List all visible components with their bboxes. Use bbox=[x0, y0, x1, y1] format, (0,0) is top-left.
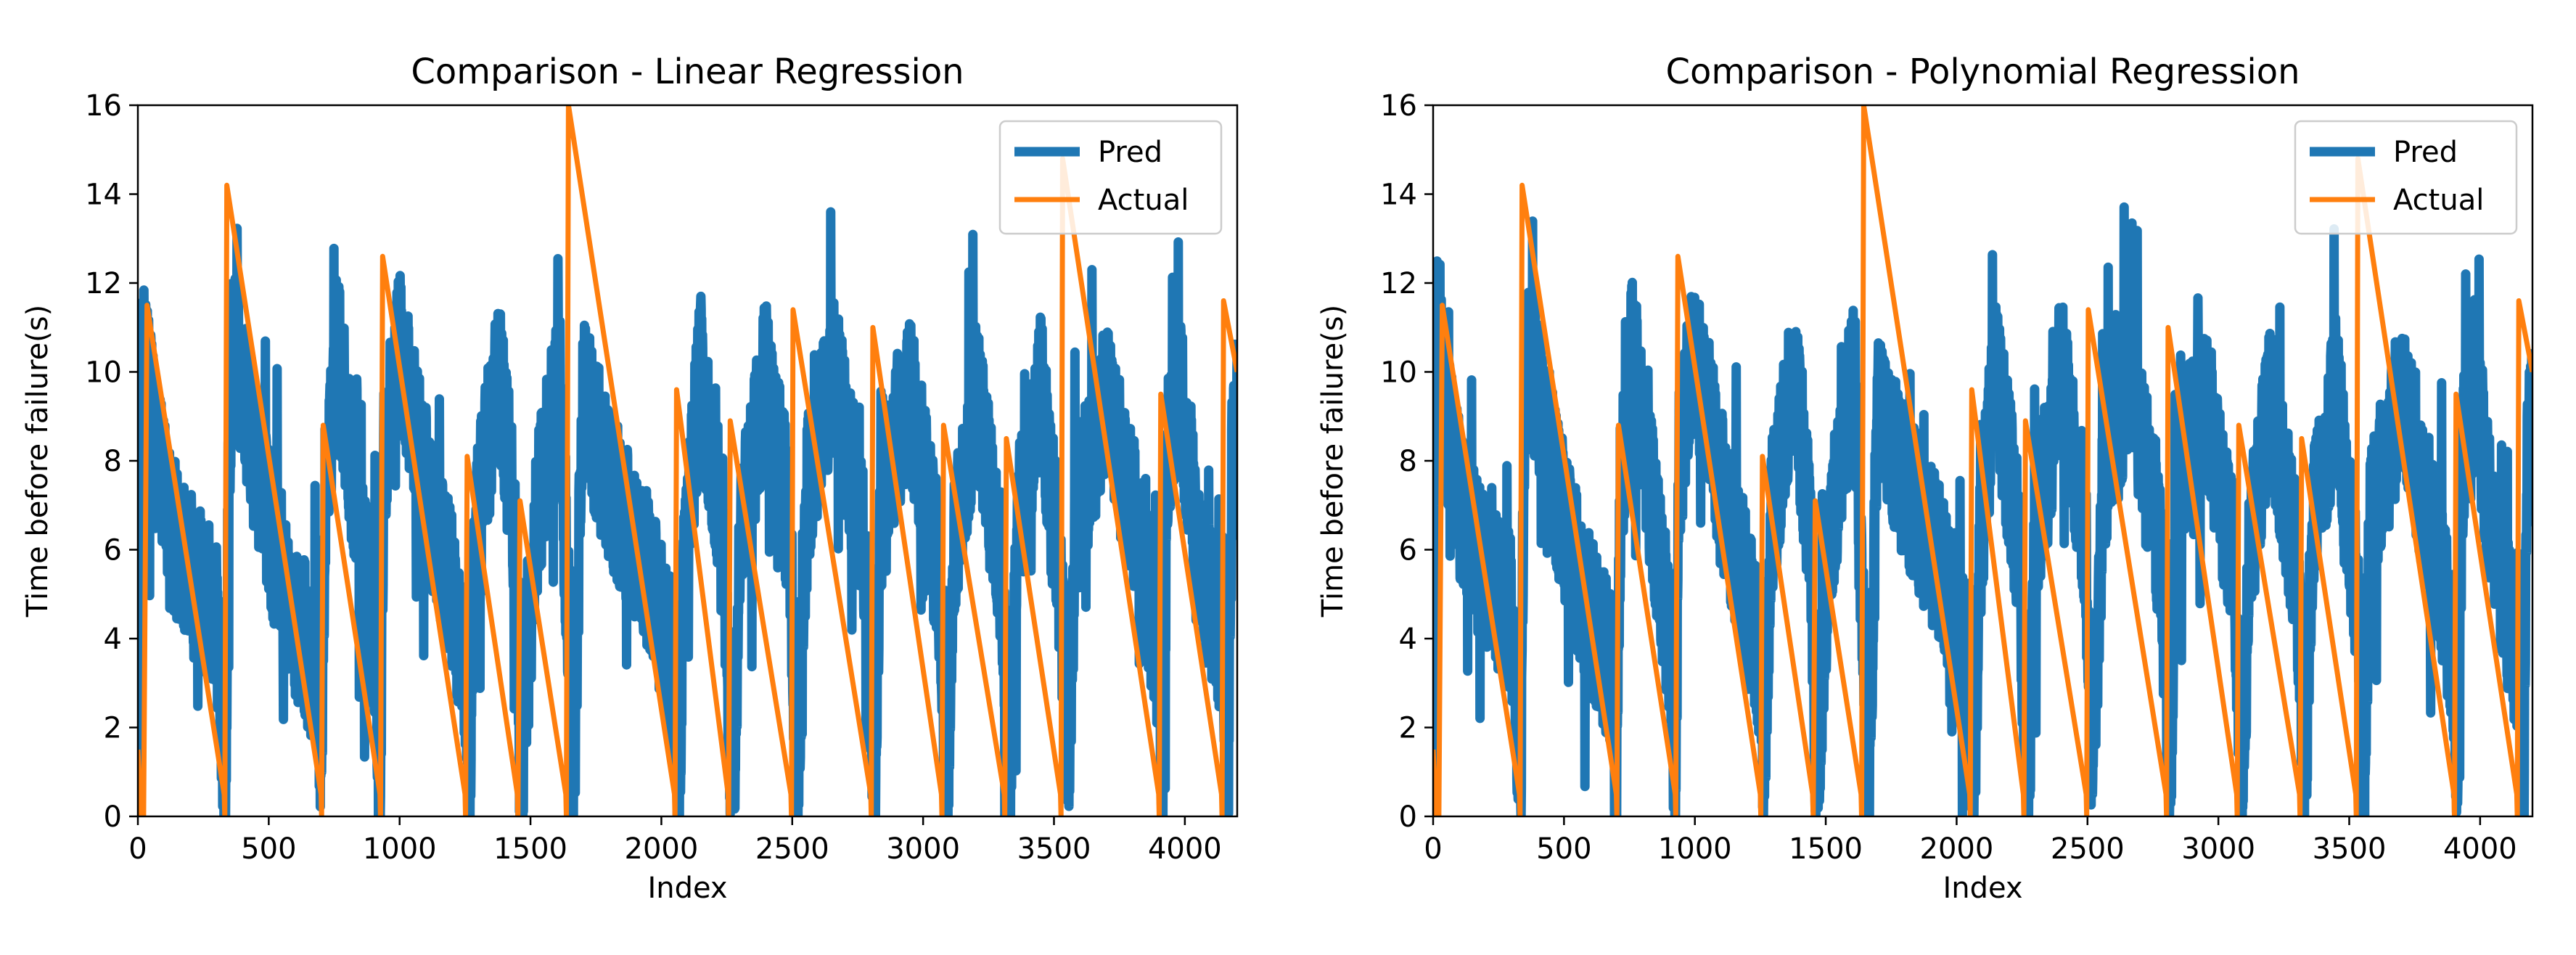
x-tick-label: 0 bbox=[1424, 832, 1442, 866]
legend: Pred Actual bbox=[998, 120, 1223, 235]
x-tick-label: 4000 bbox=[2443, 832, 2517, 866]
x-tick-label: 500 bbox=[241, 832, 296, 866]
x-tick-label: 2500 bbox=[2051, 832, 2125, 866]
y-axis-label: Time before failure(s) bbox=[21, 305, 54, 618]
x-tick-label: 3000 bbox=[886, 832, 960, 866]
y-tick-label: 2 bbox=[1399, 712, 1417, 745]
y-tick-label: 4 bbox=[1399, 623, 1417, 656]
plot-area bbox=[138, 105, 1237, 816]
x-tick-label: 500 bbox=[1536, 832, 1591, 866]
y-tick-label: 16 bbox=[1380, 89, 1417, 123]
x-tick-label: 3000 bbox=[2181, 832, 2255, 866]
y-tick-label: 10 bbox=[85, 356, 122, 390]
legend-label-pred: Pred bbox=[1098, 136, 1162, 169]
legend-label-pred: Pred bbox=[2393, 136, 2458, 169]
x-tick-label: 0 bbox=[128, 832, 147, 866]
y-tick-label: 0 bbox=[104, 800, 122, 834]
y-tick-label: 2 bbox=[104, 712, 122, 745]
x-tick-label: 3500 bbox=[1017, 832, 1091, 866]
y-tick-label: 6 bbox=[1399, 534, 1417, 567]
x-axis-label: Index bbox=[647, 872, 727, 905]
series-line-actual bbox=[1433, 105, 2532, 816]
x-tick-label: 1000 bbox=[1658, 832, 1732, 866]
x-tick-label: 2000 bbox=[625, 832, 699, 866]
chart-title: Comparison - Linear Regression bbox=[411, 52, 964, 92]
x-tick-label: 2000 bbox=[1920, 832, 1994, 866]
y-tick-label: 12 bbox=[85, 267, 122, 300]
y-axis-label: Time before failure(s) bbox=[1316, 305, 1350, 618]
x-tick-label: 1000 bbox=[363, 832, 437, 866]
y-tick-label: 4 bbox=[104, 623, 122, 656]
x-tick-label: 3500 bbox=[2313, 832, 2387, 866]
y-tick-label: 8 bbox=[104, 445, 122, 478]
chart-title: Comparison - Polynomial Regression bbox=[1665, 52, 2300, 92]
y-tick-label: 12 bbox=[1380, 267, 1417, 300]
y-tick-label: 6 bbox=[104, 534, 122, 567]
y-tick-label: 0 bbox=[1399, 800, 1417, 834]
y-tick-label: 10 bbox=[1380, 356, 1417, 390]
x-tick-label: 4000 bbox=[1148, 832, 1222, 866]
legend: Pred Actual bbox=[2294, 120, 2518, 235]
plot-area bbox=[1433, 105, 2532, 816]
y-tick-label: 14 bbox=[1380, 179, 1417, 212]
chart-panel-1: 0 500 1000 1500 2000 2500 3000 3500 4000 0 2 4 6 8 10 1… bbox=[21, 52, 1239, 905]
legend-label-actual: Actual bbox=[2393, 184, 2484, 217]
series-line-pred bbox=[1433, 202, 2532, 816]
y-tick-label: 16 bbox=[85, 89, 122, 123]
y-tick-label: 8 bbox=[1399, 445, 1417, 478]
x-tick-label: 1500 bbox=[1789, 832, 1863, 866]
x-tick-label: 1500 bbox=[493, 832, 567, 866]
x-axis-label: Index bbox=[1943, 872, 2022, 905]
chart-panel-2: 0 500 1000 1500 2000 2500 3000 3500 4000 0 2 4 6 8 10 1… bbox=[1316, 52, 2534, 905]
legend-label-actual: Actual bbox=[1098, 184, 1189, 217]
series-line-actual bbox=[138, 105, 1237, 816]
x-tick-label: 2500 bbox=[755, 832, 829, 866]
y-tick-label: 14 bbox=[85, 179, 122, 212]
